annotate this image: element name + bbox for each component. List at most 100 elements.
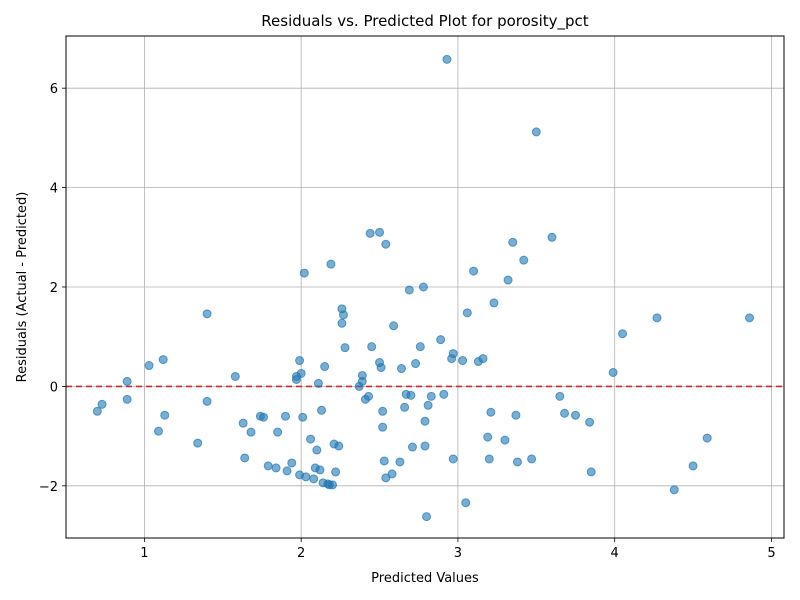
- data-point: [702, 433, 712, 443]
- data-point: [296, 368, 306, 378]
- data-point: [144, 361, 154, 371]
- data-point: [688, 461, 698, 471]
- data-point: [317, 405, 327, 415]
- data-point: [531, 127, 541, 137]
- grid: [66, 36, 784, 538]
- data-point: [586, 467, 596, 477]
- x-tick-label: 5: [767, 546, 775, 561]
- data-point: [400, 402, 410, 412]
- data-point: [439, 389, 449, 399]
- data-point: [259, 412, 269, 422]
- data-point: [484, 454, 494, 464]
- data-point: [378, 422, 388, 432]
- data-point: [489, 298, 499, 308]
- data-point: [97, 399, 107, 409]
- data-point: [320, 362, 330, 372]
- data-point: [420, 441, 430, 451]
- y-axis-label: Residuals (Actual - Predicted): [15, 192, 30, 383]
- data-point: [436, 335, 446, 345]
- data-point: [315, 465, 325, 475]
- data-point: [486, 407, 496, 417]
- data-point: [263, 461, 273, 471]
- data-point: [426, 391, 436, 401]
- data-point: [326, 259, 336, 269]
- data-point: [389, 321, 399, 331]
- data-point: [415, 342, 425, 352]
- data-point: [122, 394, 132, 404]
- data-point: [745, 313, 755, 323]
- data-point: [458, 356, 468, 366]
- data-point: [240, 453, 250, 463]
- data-point: [295, 356, 305, 366]
- data-point: [202, 309, 212, 319]
- data-point: [511, 410, 521, 420]
- data-point: [158, 355, 168, 365]
- x-tick-label: 3: [454, 546, 462, 561]
- data-point: [448, 349, 458, 359]
- data-point: [160, 410, 170, 420]
- data-point: [271, 463, 281, 473]
- data-point: [357, 370, 367, 380]
- data-point: [298, 412, 308, 422]
- data-point: [238, 418, 248, 428]
- data-point: [585, 417, 595, 427]
- data-point: [92, 406, 102, 416]
- data-point: [378, 406, 388, 416]
- data-point: [364, 391, 374, 401]
- data-point: [547, 232, 557, 242]
- data-point: [560, 408, 570, 418]
- data-point: [381, 239, 391, 249]
- data-point: [367, 342, 377, 352]
- data-point: [328, 480, 338, 490]
- data-point: [519, 255, 529, 265]
- data-point: [381, 473, 391, 483]
- data-point: [340, 343, 350, 353]
- data-point: [337, 318, 347, 328]
- data-point: [153, 426, 163, 436]
- data-point: [503, 275, 513, 285]
- data-point: [396, 364, 406, 374]
- data-point: [422, 512, 432, 522]
- data-point: [508, 237, 518, 247]
- data-point: [555, 391, 565, 401]
- data-point: [618, 329, 628, 339]
- data-point: [420, 416, 430, 426]
- data-point: [483, 432, 493, 442]
- data-point: [500, 435, 510, 445]
- data-point: [608, 367, 618, 377]
- data-point: [442, 54, 452, 64]
- data-point: [334, 441, 344, 451]
- data-point: [306, 434, 316, 444]
- y-tick-label: 0: [50, 380, 58, 395]
- data-point: [273, 427, 283, 437]
- x-tick-label: 1: [140, 546, 148, 561]
- data-point: [246, 427, 256, 437]
- data-point: [301, 472, 311, 482]
- x-tick-label: 2: [297, 546, 305, 561]
- data-point: [527, 454, 537, 464]
- data-point: [669, 485, 679, 495]
- data-point: [387, 469, 397, 479]
- data-point: [313, 378, 323, 388]
- data-point: [338, 310, 348, 320]
- data-point: [404, 285, 414, 295]
- y-tick-label: 6: [50, 82, 58, 97]
- data-point: [418, 282, 428, 292]
- chart-title: Residuals vs. Predicted Plot for porosit…: [261, 12, 588, 31]
- y-axis-ticks: −2 0 2 4 6: [39, 82, 66, 495]
- data-point: [280, 411, 290, 421]
- data-point: [423, 400, 433, 410]
- data-point: [193, 438, 203, 448]
- data-point: [375, 227, 385, 237]
- y-tick-label: 4: [50, 182, 58, 197]
- data-points: [92, 54, 755, 522]
- data-point: [122, 376, 132, 386]
- data-point: [312, 445, 322, 455]
- x-axis-ticks: 1 2 3 4 5: [140, 538, 776, 561]
- y-tick-label: 2: [50, 281, 58, 296]
- data-point: [411, 359, 421, 369]
- data-point: [652, 313, 662, 323]
- x-tick-label: 4: [611, 546, 619, 561]
